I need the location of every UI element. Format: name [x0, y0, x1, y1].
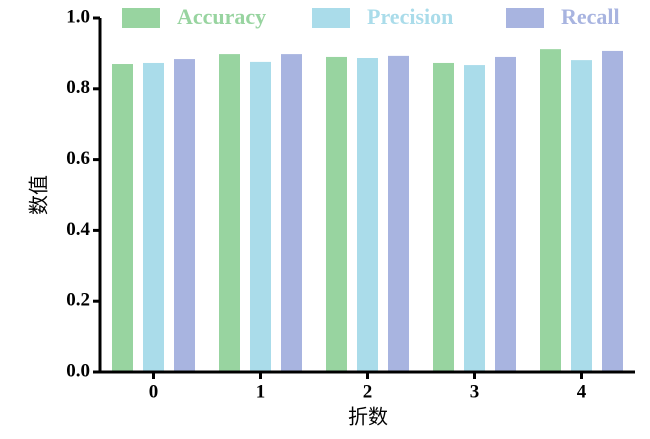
- legend-swatch: [506, 8, 544, 28]
- bar: [571, 60, 592, 372]
- bar: [143, 62, 164, 372]
- y-tick-label: 0.2: [66, 290, 90, 311]
- x-tick-label: 2: [363, 381, 373, 402]
- bar: [495, 56, 516, 372]
- y-axis-label: 数值: [27, 175, 51, 215]
- bar: [326, 56, 347, 372]
- x-axis-label: 折数: [348, 405, 388, 429]
- x-tick-label: 4: [577, 381, 587, 402]
- bar: [112, 64, 133, 373]
- x-tick-label: 1: [256, 381, 266, 402]
- bar: [357, 58, 378, 372]
- legend-label: Precision: [367, 4, 453, 29]
- bar: [219, 54, 240, 372]
- bar: [433, 62, 454, 372]
- legend-swatch: [312, 8, 350, 28]
- bar: [281, 54, 302, 372]
- bar: [388, 55, 409, 373]
- bar: [540, 49, 561, 372]
- x-tick-label: 0: [149, 381, 159, 402]
- y-tick-label: 0.0: [66, 360, 90, 381]
- bar: [250, 61, 271, 373]
- y-tick-label: 1.0: [66, 6, 90, 27]
- bar: [174, 59, 195, 373]
- y-tick-label: 0.8: [66, 77, 90, 98]
- legend-swatch: [122, 8, 160, 28]
- y-tick-label: 0.6: [66, 148, 90, 169]
- y-tick-label: 0.4: [66, 219, 90, 240]
- bar: [464, 65, 485, 372]
- legend-label: Accuracy: [177, 4, 266, 29]
- legend-label: Recall: [561, 4, 620, 29]
- bar: [602, 50, 623, 373]
- x-tick-label: 3: [470, 381, 480, 402]
